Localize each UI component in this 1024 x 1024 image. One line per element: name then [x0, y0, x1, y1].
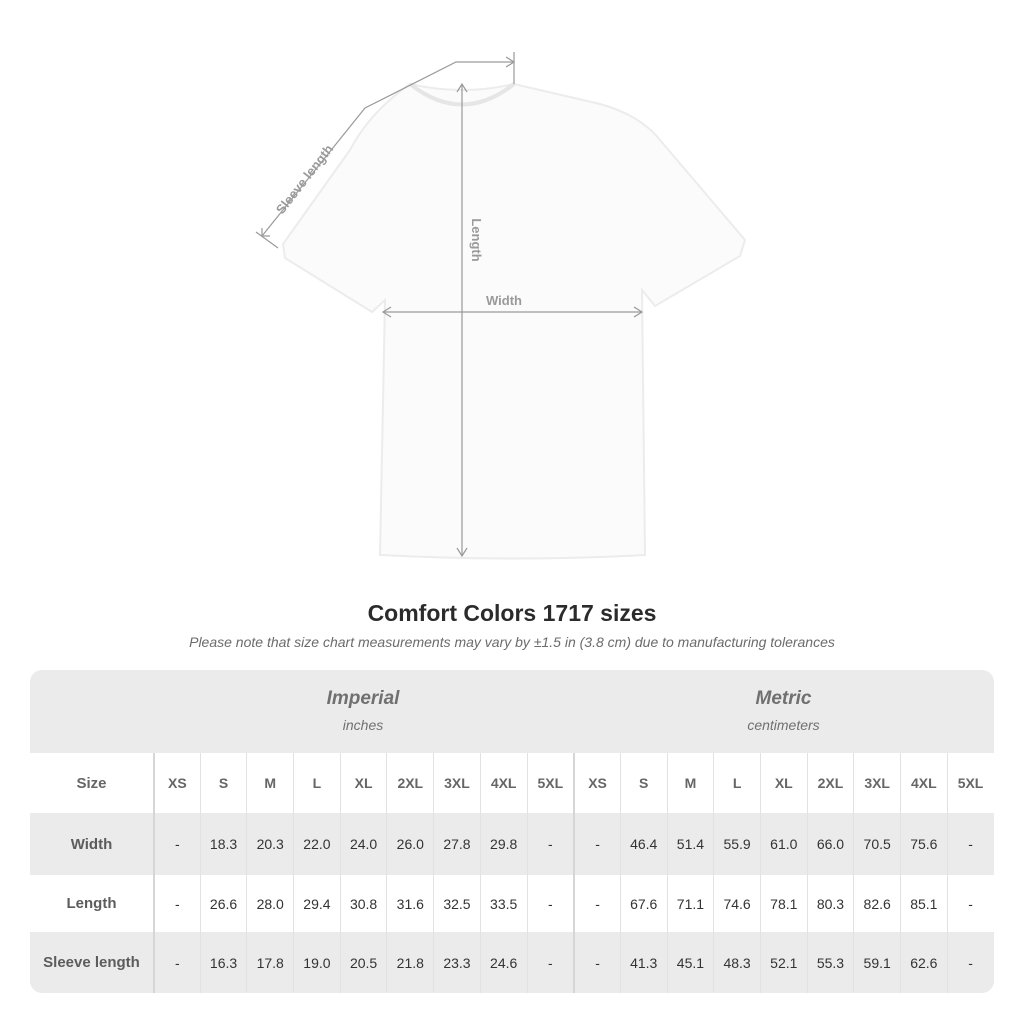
- size-header: L: [293, 753, 340, 813]
- size-header: L: [713, 753, 760, 813]
- table-cell: 33.5: [479, 875, 527, 932]
- size-header: S: [199, 753, 247, 813]
- table-cell: -: [573, 875, 620, 932]
- table-cell: 32.5: [433, 875, 480, 932]
- row-label: Width: [70, 835, 113, 853]
- size-header: XS: [153, 753, 200, 813]
- table-cell: 20.3: [246, 813, 293, 875]
- metric-header: Metric centimeters: [573, 670, 994, 753]
- table-cell: 52.1: [759, 932, 807, 993]
- table-row: Length -26.6 28.0 29.4 30.8 31.6 32.5 33.5- -67.…: [30, 875, 994, 932]
- table-cell: 20.5: [339, 932, 387, 993]
- table-cell: 75.6: [900, 813, 947, 875]
- size-header: 2XL: [806, 753, 854, 813]
- metric-title: Metric: [755, 688, 812, 709]
- size-header: 4XL: [479, 753, 527, 813]
- size-header: S: [619, 753, 667, 813]
- table-cell: 29.4: [293, 875, 340, 932]
- table-cell: 74.6: [713, 875, 760, 932]
- table-cell: 27.8: [433, 813, 480, 875]
- table-cell: -: [526, 813, 574, 875]
- table-cell: 85.1: [900, 875, 947, 932]
- table-cell: 48.3: [713, 932, 760, 993]
- table-cell: 21.8: [386, 932, 433, 993]
- table-cell: 62.6: [900, 932, 947, 993]
- table-cell: 66.0: [806, 813, 854, 875]
- table-cell: -: [153, 875, 200, 932]
- width-label: Width: [486, 293, 522, 308]
- tshirt-shape: [281, 82, 747, 560]
- table-cell: -: [573, 813, 620, 875]
- table-cell: 82.6: [853, 875, 900, 932]
- table-cell: 51.4: [666, 813, 714, 875]
- table-cell: 19.0: [293, 932, 340, 993]
- table-cell: 26.0: [386, 813, 433, 875]
- metric-unit: centimeters: [747, 717, 820, 733]
- size-header: 4XL: [900, 753, 947, 813]
- tshirt-diagram: Sleeve length Length Width: [255, 52, 747, 560]
- imperial-header: Imperial inches: [153, 670, 573, 753]
- size-header: XL: [339, 753, 387, 813]
- sleeve-measure-line: [261, 61, 514, 237]
- table-cell: 46.4: [619, 813, 667, 875]
- table-cell: -: [153, 932, 200, 993]
- table-cell: 24.6: [479, 932, 527, 993]
- row-label: Size: [76, 774, 107, 792]
- size-header: M: [246, 753, 293, 813]
- table-cell: -: [526, 875, 574, 932]
- length-label: Length: [469, 218, 484, 261]
- table-cell: -: [573, 932, 620, 993]
- size-header: 3XL: [853, 753, 900, 813]
- table-cell: 78.1: [759, 875, 807, 932]
- table-cell: 22.0: [293, 813, 340, 875]
- row-label: Length: [66, 895, 117, 912]
- table-cell: 55.9: [713, 813, 760, 875]
- table-cell: 80.3: [806, 875, 854, 932]
- table-cell: 31.6: [386, 875, 433, 932]
- table-cell: -: [946, 932, 994, 993]
- size-header-row: Size XS S M L XL 2XL 3XL 4XL 5XL XS S M L XL 2XL 3XL 4XL 5…: [30, 753, 994, 813]
- table-cell: 23.3: [433, 932, 480, 993]
- table-cell: -: [526, 932, 574, 993]
- table-cell: 16.3: [199, 932, 247, 993]
- size-header: XS: [573, 753, 620, 813]
- size-header: XL: [759, 753, 807, 813]
- table-cell: 26.6: [199, 875, 247, 932]
- size-header: 2XL: [386, 753, 433, 813]
- row-label: Sleeve length: [43, 954, 140, 971]
- table-row: Sleeve length -16.3 17.8 19.0 20.5 21.8 23.3 24…: [30, 932, 994, 993]
- imperial-unit: inches: [342, 717, 384, 733]
- table-cell: 41.3: [619, 932, 667, 993]
- table-cell: 70.5: [853, 813, 900, 875]
- table-cell: -: [946, 813, 994, 875]
- table-cell: 29.8: [479, 813, 527, 875]
- table-cell: -: [153, 813, 200, 875]
- size-header: 3XL: [433, 753, 480, 813]
- table-cell: 71.1: [666, 875, 714, 932]
- imperial-title: Imperial: [326, 688, 400, 709]
- table-cell: 30.8: [339, 875, 387, 932]
- page-title: Comfort Colors 1717 sizes: [367, 600, 657, 626]
- table-cell: -: [946, 875, 994, 932]
- table-cell: 18.3: [199, 813, 247, 875]
- table-cell: 24.0: [339, 813, 387, 875]
- table-cell: 67.6: [619, 875, 667, 932]
- table-cell: 17.8: [246, 932, 293, 993]
- table-cell: 61.0: [759, 813, 807, 875]
- size-header: 5XL: [526, 753, 574, 813]
- size-header: 5XL: [946, 753, 994, 813]
- table-row: Width -18.3 20.3 22.0 24.0 26.0 27.8 29.8- -46.4…: [30, 813, 994, 875]
- size-header: M: [666, 753, 714, 813]
- table-cell: 55.3: [806, 932, 854, 993]
- size-table: Imperial inches Metric centimeters Size X…: [30, 670, 994, 993]
- table-cell: 59.1: [853, 932, 900, 993]
- table-cell: 45.1: [666, 932, 714, 993]
- tolerance-note: Please note that size chart measurements…: [189, 634, 835, 650]
- table-cell: 28.0: [246, 875, 293, 932]
